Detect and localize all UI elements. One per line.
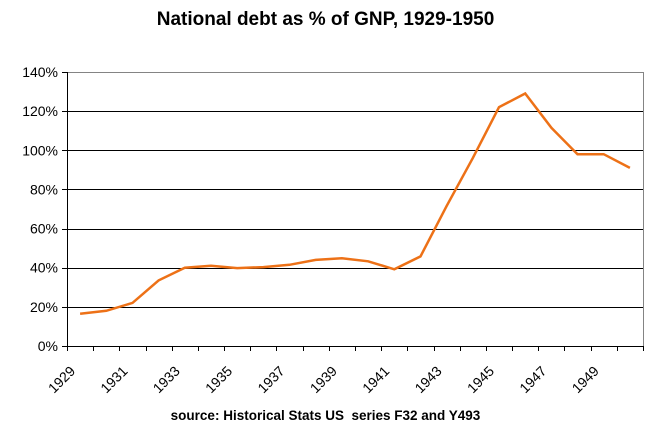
y-tick-label: 140% xyxy=(22,64,58,80)
y-tick-label: 0% xyxy=(38,338,58,354)
y-tick-label: 40% xyxy=(30,260,58,276)
x-tick-label: 1949 xyxy=(569,363,602,396)
x-tick-label: 1937 xyxy=(254,363,287,396)
chart-title: National debt as % of GNP, 1929-1950 xyxy=(156,9,495,30)
y-tick-label: 60% xyxy=(30,221,58,237)
y-tick-label: 20% xyxy=(30,299,58,315)
x-tick-label: 1931 xyxy=(97,363,130,396)
x-tick-label: 1933 xyxy=(150,363,183,396)
debt-series-line xyxy=(79,91,631,315)
source-note: source: Historical Stats US series F32 a… xyxy=(170,408,481,423)
x-tick-label: 1939 xyxy=(307,363,340,396)
x-tick-label: 1943 xyxy=(411,363,444,396)
x-tick-label: 1941 xyxy=(359,363,392,396)
y-tick-label: 100% xyxy=(22,142,58,158)
y-tick-label: 80% xyxy=(30,181,58,197)
y-tick-label: 120% xyxy=(22,103,58,119)
x-tick-label: 1945 xyxy=(464,363,497,396)
x-tick-label: 1935 xyxy=(202,363,235,396)
x-tick-label: 1947 xyxy=(516,363,549,396)
x-tick-label: 1929 xyxy=(45,363,78,396)
